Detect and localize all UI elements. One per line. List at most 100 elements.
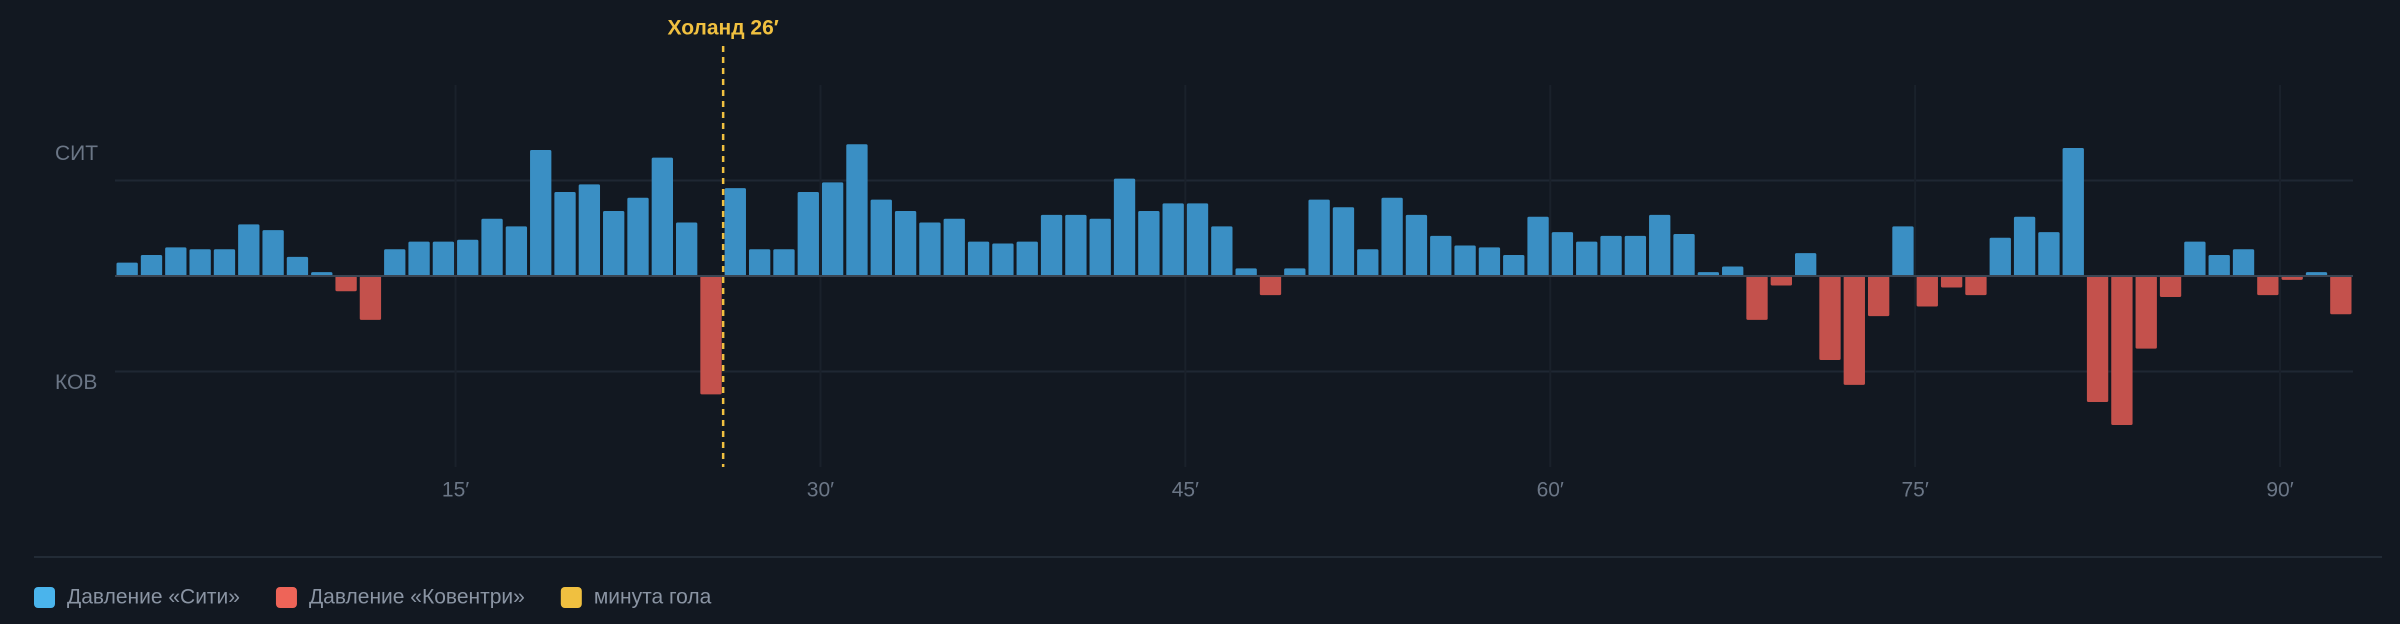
bar [943, 218, 965, 276]
bar [189, 249, 211, 276]
bar [384, 249, 406, 276]
legend-swatch [275, 587, 297, 608]
bar [919, 222, 941, 276]
bar [2208, 254, 2230, 276]
x-tick-label: 15′ [442, 479, 469, 502]
bar [1235, 268, 1257, 276]
legend-swatch [560, 587, 582, 608]
bar [1649, 214, 1671, 276]
bar [967, 241, 990, 276]
bar [1308, 199, 1330, 276]
bar [1430, 235, 1452, 276]
bar [2330, 276, 2352, 315]
bar [1357, 249, 1379, 276]
bar [1186, 203, 1209, 276]
bar [603, 211, 625, 276]
bar [870, 199, 892, 276]
bar [1381, 197, 1403, 276]
bar [2013, 216, 2036, 276]
bar [1405, 214, 1428, 276]
bar [748, 249, 771, 276]
bar [1551, 232, 1574, 276]
legend-label: Давление «Сити» [67, 586, 240, 609]
bar [1162, 203, 1184, 276]
bar [2135, 276, 2157, 349]
bar [1211, 226, 1233, 276]
x-tick-label: 45′ [1172, 479, 1199, 502]
bar [286, 256, 309, 276]
legend-label: минута гола [594, 586, 712, 609]
bar [262, 230, 284, 276]
bar [238, 224, 260, 276]
bar [530, 149, 552, 276]
bar [627, 197, 649, 276]
bar [505, 226, 528, 276]
bar [1843, 276, 1865, 385]
bar [2086, 276, 2109, 403]
goal-label: Холанд 26′ [668, 17, 779, 40]
x-tick-label: 75′ [1901, 479, 1928, 502]
bar [116, 262, 138, 276]
legend-label: Давление «Ковентри» [309, 586, 525, 609]
bar [1454, 245, 1476, 276]
bar [2257, 276, 2279, 296]
bar [2184, 241, 2206, 276]
bar [1940, 276, 1963, 288]
bar [1284, 268, 1306, 276]
bar [651, 157, 673, 276]
bar [2038, 232, 2060, 276]
bar [335, 276, 357, 292]
x-tick-label: 90′ [2266, 479, 2293, 502]
bar [846, 144, 868, 276]
bar [1089, 218, 1111, 276]
bar [1989, 237, 2011, 276]
legend-swatch [34, 587, 55, 608]
bar [1770, 276, 1792, 286]
bar [1673, 233, 1695, 276]
bar [2111, 276, 2133, 425]
x-tick-label: 60′ [1537, 479, 1564, 502]
bar [1965, 276, 1987, 296]
bar [432, 241, 455, 276]
bar [1624, 235, 1647, 276]
bar [140, 254, 163, 276]
bar [700, 276, 722, 395]
bar [481, 218, 503, 276]
bar [894, 211, 917, 276]
bar [213, 249, 236, 276]
bar [359, 276, 382, 320]
bar [1527, 216, 1549, 276]
bar [1867, 276, 1890, 317]
bar [165, 247, 187, 276]
bar [1065, 214, 1087, 276]
bar [992, 243, 1014, 276]
y-tick-label: СИТ [55, 142, 98, 165]
x-tick-label: 30′ [807, 479, 834, 502]
bar [554, 191, 576, 276]
bar [408, 241, 430, 276]
bar [724, 188, 746, 276]
y-tick-label: КОВ [55, 371, 97, 394]
bar [1138, 211, 1160, 276]
bar [676, 222, 698, 276]
bar [773, 249, 795, 276]
bar [797, 191, 819, 276]
bar [1478, 247, 1501, 276]
bar [2232, 249, 2255, 276]
bar [1746, 276, 1768, 320]
bar [1916, 276, 1938, 307]
bar [1795, 253, 1817, 276]
bar [1576, 241, 1598, 276]
bar [1040, 214, 1063, 276]
bar [1600, 235, 1622, 276]
bar [1016, 241, 1038, 276]
bar [2159, 276, 2182, 298]
bar [1332, 207, 1355, 276]
bar [1113, 178, 1136, 276]
bar [1722, 266, 1744, 276]
bar [457, 239, 479, 276]
bar [2062, 148, 2084, 276]
bar [1259, 276, 1282, 296]
bar [1503, 254, 1525, 276]
